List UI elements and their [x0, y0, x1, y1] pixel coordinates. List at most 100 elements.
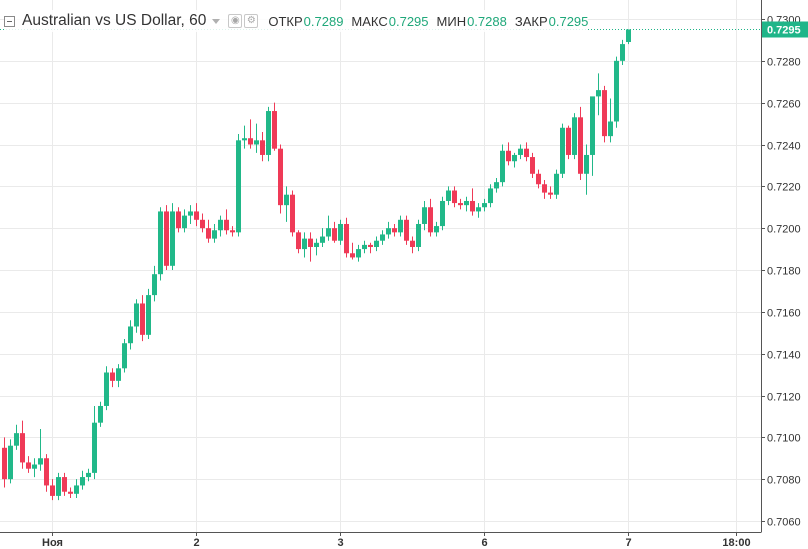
candle — [194, 203, 199, 227]
candle-body — [44, 458, 49, 486]
candle-body — [314, 242, 319, 247]
candle-body — [158, 211, 163, 275]
price-tick-label: 0.7240 — [767, 141, 801, 153]
candle — [506, 142, 511, 166]
candle — [410, 236, 415, 254]
candle — [116, 364, 121, 388]
candle-body — [470, 200, 475, 212]
candle — [536, 169, 541, 189]
candle-body — [392, 228, 397, 233]
candle — [440, 196, 445, 231]
candle-body — [296, 232, 301, 250]
candle-body — [560, 127, 565, 174]
candle — [320, 228, 325, 247]
candle — [266, 106, 271, 162]
candle — [386, 221, 391, 239]
candle-body — [14, 433, 19, 446]
candle — [98, 401, 103, 427]
candle-body — [482, 203, 487, 208]
candle-body — [182, 215, 187, 229]
candle-body — [536, 173, 541, 185]
candle-body — [128, 326, 133, 344]
candle — [470, 188, 475, 216]
candle — [350, 242, 355, 260]
candle — [152, 265, 157, 302]
candle — [26, 456, 31, 473]
price-axis[interactable]: 0.7060 0.7080 0.7100 0.7120 0.7140 0.7160 0.71… — [761, 15, 801, 529]
candle-body — [230, 230, 235, 233]
candle — [278, 144, 283, 214]
candle — [452, 186, 457, 208]
chevron-down-icon[interactable] — [212, 18, 221, 24]
candle — [626, 29, 631, 45]
candle-body — [38, 458, 43, 465]
candle — [596, 73, 601, 116]
candle — [608, 98, 613, 143]
candle-body — [212, 230, 217, 239]
symbol-title[interactable]: Australian vs US Dollar, 60 — [22, 12, 207, 29]
candle — [242, 125, 247, 149]
candle-body — [578, 117, 583, 174]
candle — [524, 142, 529, 162]
high-label: МАКС — [351, 13, 388, 29]
candle — [80, 470, 85, 490]
time-axis[interactable]: Ноя 2 3 6 7 18:00 — [42, 532, 751, 549]
candle — [236, 134, 241, 237]
candle — [494, 177, 499, 193]
candle-body — [290, 194, 295, 233]
gear-icon[interactable]: ⚙ — [244, 14, 259, 28]
time-tick-label: 7 — [625, 537, 631, 549]
candle-body — [134, 303, 139, 327]
candle-body — [116, 368, 121, 381]
candle-body — [530, 157, 535, 174]
ohlc-low: МИН 0.7288 — [437, 14, 507, 29]
price-tick-label: 0.7080 — [767, 475, 801, 487]
time-tick-label: 18:00 — [722, 537, 750, 549]
candle — [254, 123, 259, 153]
candle — [392, 223, 397, 237]
candle-body — [284, 194, 289, 206]
candle — [62, 472, 67, 496]
candle — [332, 221, 337, 243]
candle-body — [254, 140, 259, 145]
last-price-label: 0.7295 — [767, 25, 801, 37]
candle — [380, 230, 385, 245]
candle-body — [80, 477, 85, 486]
candle-body — [434, 226, 439, 233]
candle-body — [146, 295, 151, 335]
ohlc-open: ОТКР 0.7289 — [268, 14, 343, 29]
candle-body — [50, 485, 55, 496]
candle — [290, 190, 295, 237]
candle-body — [620, 44, 625, 61]
candle — [482, 198, 487, 212]
candle — [464, 196, 469, 212]
candle — [74, 479, 79, 498]
candle — [2, 437, 7, 488]
candle-body — [590, 96, 595, 155]
candle-body — [410, 240, 415, 247]
candle-body — [248, 138, 253, 145]
candle-body — [98, 405, 103, 423]
candle-body — [458, 203, 463, 206]
price-tick-label: 0.7140 — [767, 350, 801, 362]
candle — [326, 215, 331, 241]
collapse-legend-icon[interactable] — [4, 15, 15, 27]
candle — [584, 144, 589, 195]
candle-body — [572, 117, 577, 155]
candle-body — [446, 190, 451, 201]
chart-grid — [0, 0, 761, 532]
candle — [146, 288, 151, 340]
candle-body — [584, 154, 589, 174]
candle-body — [332, 228, 337, 241]
candle — [422, 200, 427, 231]
candle-body — [326, 228, 331, 237]
candle-body — [362, 244, 367, 250]
eye-icon[interactable]: ◉ — [228, 14, 243, 28]
last-price-marker-bg — [762, 21, 808, 38]
price-tick-label: 0.7100 — [767, 433, 801, 445]
candle-body — [152, 274, 157, 296]
candle — [296, 230, 301, 254]
candle — [416, 219, 421, 252]
candle-body — [20, 433, 25, 463]
